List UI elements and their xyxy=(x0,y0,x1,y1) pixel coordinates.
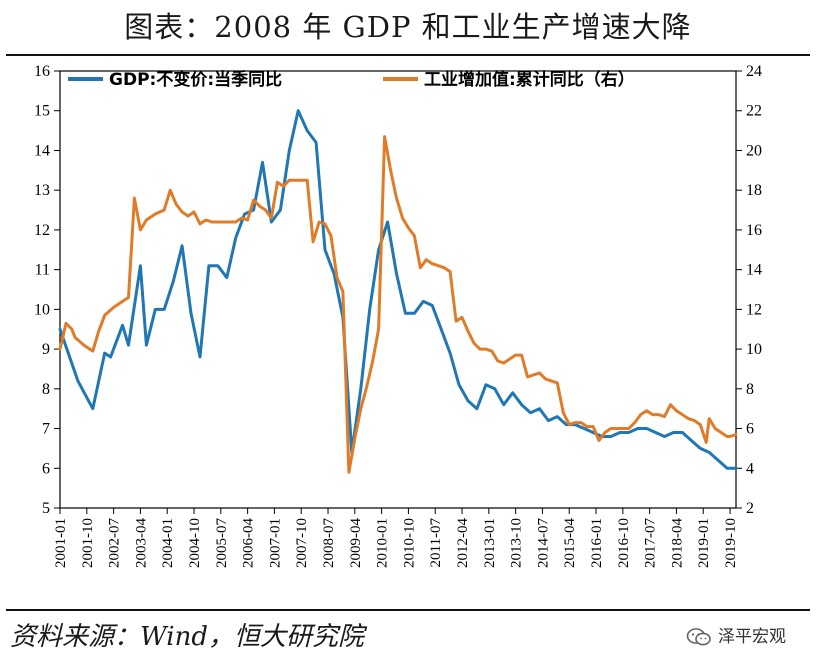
industry-series-line xyxy=(58,135,738,474)
right-y-tick-label: 2 xyxy=(746,500,754,517)
x-tick-label: 2017-07 xyxy=(643,518,659,568)
legend-label-industry: 工业增加值:累计同比（右） xyxy=(424,69,635,90)
right-y-tick-label: 22 xyxy=(746,103,762,120)
x-tick-label: 2014-07 xyxy=(535,518,551,568)
left-y-tick-label: 6 xyxy=(42,460,50,477)
x-tick-label: 2004-10 xyxy=(187,518,203,568)
left-y-tick-label: 8 xyxy=(42,381,50,398)
x-tick-label: 2009-04 xyxy=(348,518,364,568)
left-y-tick-label: 12 xyxy=(34,222,50,239)
x-tick-label: 2006-04 xyxy=(241,518,257,568)
x-tick-label: 2018-04 xyxy=(669,518,685,568)
series-lines xyxy=(58,109,738,474)
x-tick-label: 2002-07 xyxy=(107,518,123,568)
title-divider xyxy=(6,54,810,56)
x-tick-label: 2012-04 xyxy=(455,518,471,568)
legend-label-gdp: GDP:不变价:当季同比 xyxy=(109,69,282,90)
x-tick-label: 2011-07 xyxy=(428,518,444,568)
brand-mark: 泽平宏观 xyxy=(686,622,786,652)
right-y-tick-label: 16 xyxy=(746,222,762,239)
x-tick-label: 2001-10 xyxy=(80,518,96,568)
x-tick-label: 2005-07 xyxy=(214,518,230,568)
right-y-tick-label: 8 xyxy=(746,381,754,398)
left-y-tick-label: 11 xyxy=(35,262,50,279)
x-tick-label: 2013-10 xyxy=(509,518,525,568)
page-title: 图表：2008 年 GDP 和工业生产增速大降 xyxy=(124,10,692,44)
x-tick-label: 2010-10 xyxy=(401,518,417,568)
footer-divider xyxy=(6,609,810,611)
x-tick-label: 2016-10 xyxy=(616,518,632,568)
right-y-tick-label: 10 xyxy=(746,341,762,358)
x-tick-label: 2007-10 xyxy=(294,518,310,568)
left-y-axis: 5 6 7 8 9 10 11 12 13 14 15 16 xyxy=(34,63,60,517)
x-tick-label: 2010-01 xyxy=(375,518,391,568)
right-y-tick-label: 20 xyxy=(746,142,762,159)
source-note: 资料来源：Wind，恒大研究院 xyxy=(10,622,364,652)
x-tick-label: 2003-04 xyxy=(133,518,149,568)
x-tick-label: 2019-10 xyxy=(723,518,739,568)
left-y-tick-label: 9 xyxy=(42,341,50,358)
plot-border xyxy=(59,70,737,509)
left-y-tick-label: 15 xyxy=(34,103,50,120)
left-y-tick-label: 14 xyxy=(34,142,50,159)
right-y-tick-label: 24 xyxy=(746,63,762,80)
wechat-icon xyxy=(686,628,711,646)
x-tick-label: 2001-01 xyxy=(53,518,69,568)
right-y-tick-label: 18 xyxy=(746,182,762,199)
left-y-tick-label: 7 xyxy=(42,421,50,438)
x-tick-label: 2008-07 xyxy=(321,518,337,568)
right-y-tick-label: 12 xyxy=(746,301,762,318)
right-y-tick-label: 6 xyxy=(746,421,754,438)
plot-frame xyxy=(59,70,737,509)
left-y-tick-label: 10 xyxy=(34,301,50,318)
x-tick-label: 2013-01 xyxy=(482,518,498,568)
x-tick-label: 2007-01 xyxy=(267,518,283,568)
x-axis: 2001-01 2001-10 2002-07 2003-04 2004-01 2004-… xyxy=(53,508,739,568)
x-tick-label: 2016-01 xyxy=(589,518,605,568)
left-y-tick-label: 5 xyxy=(42,500,50,517)
legend: GDP:不变价:当季同比 工业增加值:累计同比（右） xyxy=(68,69,635,90)
x-tick-label: 2004-01 xyxy=(160,518,176,568)
x-tick-label: 2015-04 xyxy=(562,518,578,568)
left-y-tick-label: 16 xyxy=(34,63,50,80)
x-tick-label: 2019-01 xyxy=(696,518,712,568)
right-y-tick-label: 14 xyxy=(746,262,762,279)
brand-name: 泽平宏观 xyxy=(718,627,786,647)
left-y-tick-label: 13 xyxy=(34,182,50,199)
gdp-series-line xyxy=(58,109,738,470)
right-y-tick-label: 4 xyxy=(746,460,754,477)
